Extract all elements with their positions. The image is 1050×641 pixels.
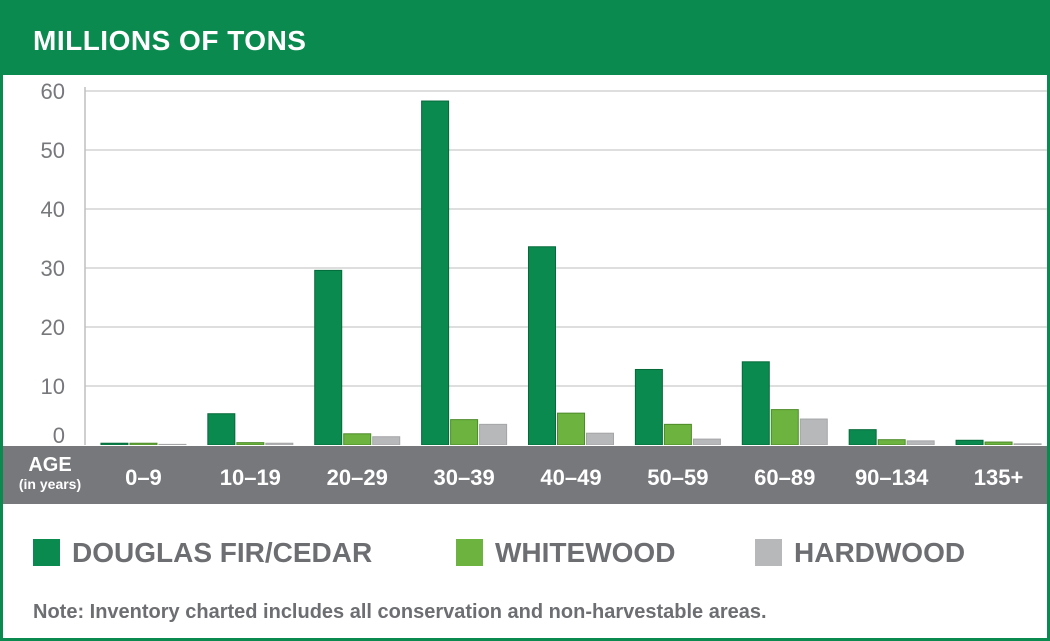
bar-douglas-fir-cedar-7	[848, 429, 877, 445]
legend-swatch-douglas-fir	[33, 539, 60, 566]
y-tick-label: 40	[41, 197, 65, 222]
bar-whitewood-5	[663, 423, 692, 445]
y-tick-label: 60	[41, 79, 65, 104]
plot-area: 0 10 20 30 40 50 60	[3, 75, 1047, 445]
chart-header: MILLIONS OF TONS	[3, 3, 1047, 75]
legend-label-douglas-fir: DOUGLAS FIR/CEDAR	[72, 537, 373, 568]
x-axis-title-unit: (in years)	[18, 476, 82, 492]
bar-hardwood-7	[906, 440, 935, 445]
bar-chart: 0 10 20 30 40 50 60	[41, 79, 1047, 445]
bar-hardwood-5	[692, 438, 721, 445]
bar-hardwood-0	[158, 443, 187, 445]
bar-hardwood-4	[586, 432, 614, 445]
bar-hardwood-6	[799, 418, 828, 445]
bar-whitewood-7	[877, 439, 906, 445]
bar-whitewood-0	[129, 442, 158, 445]
bar-douglas-fir-cedar-2	[314, 269, 343, 445]
x-axis-title: AGE (in years)	[7, 455, 93, 491]
legend-label-whitewood: WHITEWOOD	[495, 537, 676, 568]
x-tick-label: 10–19	[219, 465, 281, 490]
legend: DOUGLAS FIR/CEDAR WHITEWOOD HARDWOOD	[3, 523, 1047, 583]
x-tick-label: 50–59	[647, 465, 709, 490]
legend-swatch-whitewood	[456, 539, 483, 566]
bar-douglas-fir-cedar-8	[955, 439, 984, 445]
x-axis-band: AGE (in years) 0–9 10–19 20–29 30–39 40–49 50…	[3, 446, 1047, 504]
bar-douglas-fir-cedar-5	[634, 368, 663, 445]
bar-douglas-fir-cedar-0	[100, 442, 129, 445]
x-tick-label: 40–49	[540, 465, 602, 490]
x-tick-label: 20–29	[326, 465, 388, 490]
bar-hardwood-3	[479, 423, 508, 445]
bar-hardwood-2	[372, 436, 401, 445]
x-tick-label: 90–134	[854, 465, 929, 490]
y-tick-label: 30	[41, 256, 65, 281]
bar-whitewood-6	[770, 409, 799, 445]
x-tick-label: 135+	[973, 465, 1024, 490]
x-tick-label: 60–89	[754, 465, 816, 490]
bar-whitewood-2	[343, 433, 372, 445]
footnote: Note: Inventory charted includes all con…	[33, 601, 767, 623]
bar-douglas-fir-cedar-4	[528, 246, 556, 445]
x-tick-label: 30–39	[433, 465, 495, 490]
y-tick-label: 10	[41, 374, 65, 399]
y-tick-label: 20	[41, 315, 65, 340]
y-tick-label: 0	[53, 423, 65, 445]
chart-title: MILLIONS OF TONS	[33, 25, 307, 56]
bar-douglas-fir-cedar-3	[421, 100, 450, 445]
legend-swatch-hardwood	[755, 539, 782, 566]
bar-douglas-fir-cedar-1	[207, 413, 236, 445]
bar-douglas-fir-cedar-6	[741, 361, 770, 445]
bar-whitewood-8	[984, 441, 1013, 445]
bar-hardwood-1	[265, 442, 294, 445]
bar-whitewood-3	[450, 419, 479, 445]
legend-label-hardwood: HARDWOOD	[794, 537, 966, 568]
bar-whitewood-1	[236, 442, 265, 445]
y-tick-label: 50	[41, 138, 65, 163]
x-axis-title-main: AGE	[28, 454, 72, 476]
x-tick-label: 0–9	[125, 465, 162, 490]
bar-whitewood-4	[557, 412, 585, 445]
bar-hardwood-8	[1013, 443, 1042, 445]
